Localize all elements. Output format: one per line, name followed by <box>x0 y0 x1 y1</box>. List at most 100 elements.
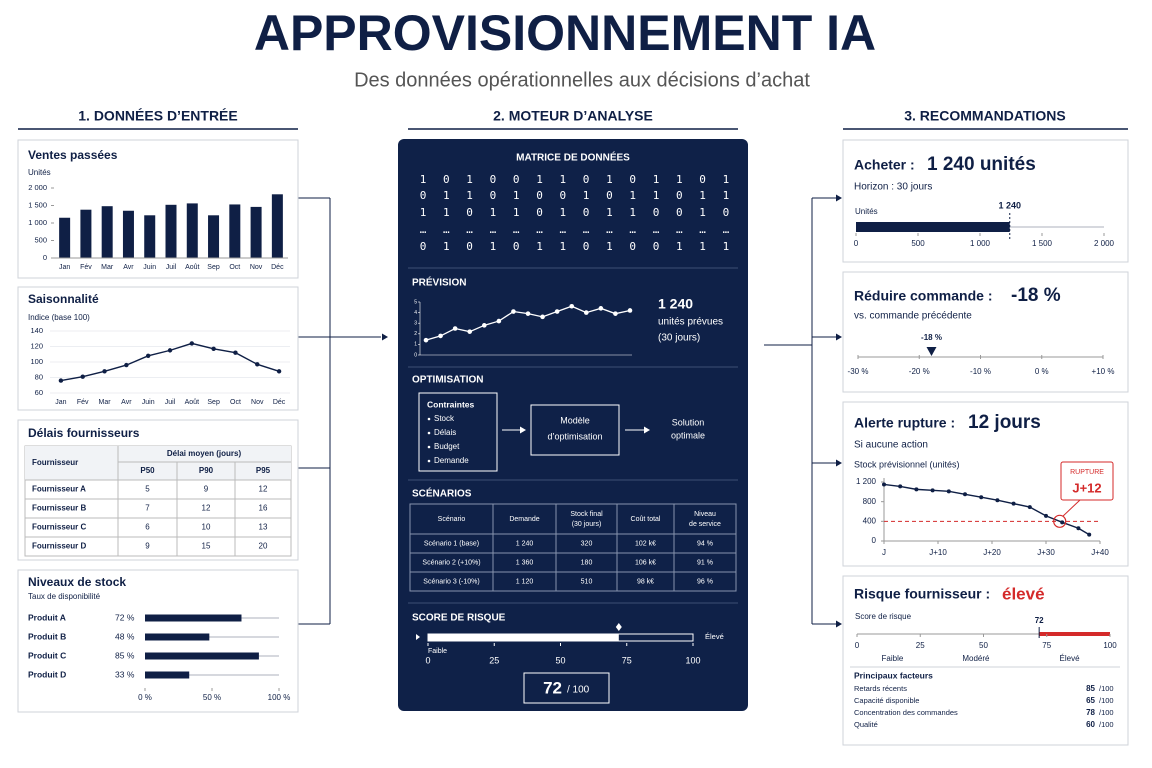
matrix-cell: 0 <box>583 240 590 253</box>
point <box>569 303 575 309</box>
bar <box>271 194 283 258</box>
factor-unit: /100 <box>1099 684 1114 693</box>
cell: Fournisseur B <box>32 504 86 513</box>
section-title: 2. MOTEUR D’ANALYSE <box>493 108 653 124</box>
matrix-cell: 1 <box>653 173 660 186</box>
y-tick-label: 2 000 <box>28 183 47 192</box>
point <box>525 311 531 316</box>
matrix-cell: 1 <box>676 173 683 186</box>
x-tick-label: J+30 <box>1037 548 1055 557</box>
matrix-cell: 1 <box>443 189 450 202</box>
cell: 102 k€ <box>635 540 656 547</box>
point <box>1087 532 1092 537</box>
point <box>613 311 618 316</box>
matrix-cell: … <box>606 223 613 236</box>
factors-title: Principaux facteurs <box>854 670 933 680</box>
matrix-cell: 0 <box>699 173 706 186</box>
value-label: 33 % <box>115 669 135 679</box>
matrix-cell: 0 <box>443 173 450 186</box>
constraint: Stock <box>434 414 455 423</box>
matrix-cell: 0 <box>653 240 660 253</box>
cell: Scénario 1 (base) <box>424 540 479 547</box>
card-title: Réduire commande : <box>854 288 992 304</box>
panel-title: Niveaux de stock <box>28 575 126 589</box>
bullet <box>427 445 431 449</box>
y-tick-label: 2 <box>414 331 417 337</box>
cell: Scénario 3 (-10%) <box>423 578 479 585</box>
point <box>276 369 282 374</box>
cell: 320 <box>581 540 593 547</box>
x-tick-label: 75 <box>1042 641 1051 650</box>
header-cell: Délai moyen (jours) <box>167 449 242 458</box>
x-tick-label: 50 <box>555 655 565 665</box>
cell: 1 240 <box>516 540 534 547</box>
factor-name: Concentration des commandes <box>854 708 958 717</box>
header-cell: Demande <box>509 516 539 523</box>
bullet <box>427 417 431 421</box>
header-cell: Fournisseur <box>32 458 78 467</box>
headline: 1 240 unités <box>927 154 1036 175</box>
x-tick-label: 1 500 <box>1032 239 1053 248</box>
matrix-cell: 1 <box>513 189 520 202</box>
value-label: -18 % <box>921 333 942 342</box>
panel-subtitle: Taux de disponibilité <box>28 592 101 601</box>
factor-value: 60 <box>1086 720 1095 729</box>
box-title: Contraintes <box>427 399 475 409</box>
axis-label: Unités <box>28 168 51 177</box>
matrix-cell: 0 <box>583 206 590 219</box>
point <box>914 487 919 492</box>
x-tick-label: 100 % <box>268 693 291 702</box>
cell: 20 <box>259 542 268 551</box>
y-tick-label: 0 <box>414 352 417 358</box>
matrix-cell: … <box>653 223 660 236</box>
matrix-cell: 1 <box>606 206 613 219</box>
matrix-cell: 1 <box>723 173 730 186</box>
card-subtitle: vs. commande précédente <box>854 311 972 322</box>
matrix-cell: 1 <box>490 206 497 219</box>
matrix-cell: 1 <box>559 206 566 219</box>
bullet <box>427 459 431 463</box>
y-tick-label: 60 <box>35 388 43 397</box>
model-label: Modèle <box>560 415 590 425</box>
x-tick-label: 2 000 <box>1094 239 1115 248</box>
bar <box>80 209 92 258</box>
value-label: 48 % <box>115 631 135 641</box>
point <box>102 369 107 374</box>
section-title: 3. RECOMMANDATIONS <box>904 108 1066 124</box>
block-title: OPTIMISATION <box>412 375 483 386</box>
panel <box>17 419 299 561</box>
callout-label: RUPTURE <box>1070 469 1104 476</box>
cell: 7 <box>145 504 150 513</box>
x-tick-label: J <box>882 548 886 557</box>
panel <box>17 286 299 411</box>
arrow-head <box>382 333 388 341</box>
matrix-cell: 0 <box>583 173 590 186</box>
factor-name: Capacité disponible <box>854 696 919 705</box>
matrix-cell: … <box>443 223 450 236</box>
scale-label: Faible <box>428 648 447 655</box>
matrix-cell: 0 <box>420 189 427 202</box>
factor-unit: /100 <box>1099 708 1114 717</box>
point <box>467 329 473 334</box>
point <box>963 492 967 497</box>
matrix-cell: 1 <box>606 173 613 186</box>
x-tick-label: Déc <box>273 399 286 406</box>
x-tick-label: Mar <box>101 264 114 271</box>
x-tick-label: Mar <box>99 399 112 406</box>
matrix-cell: 0 <box>466 206 473 219</box>
point <box>930 488 935 493</box>
matrix-cell: 0 <box>513 240 520 253</box>
zone-label: Faible <box>882 654 904 663</box>
x-tick-label: 25 <box>489 655 499 665</box>
card-subtitle: Si aucune action <box>854 440 928 451</box>
x-tick-label: Jan <box>55 399 66 406</box>
scale-label: Élevé <box>705 632 724 641</box>
x-tick-label: Jan <box>59 264 70 271</box>
arrow-head <box>836 194 842 202</box>
y-tick-label: 1 500 <box>28 200 47 209</box>
point <box>882 482 886 487</box>
x-tick-label: -20 % <box>909 367 930 376</box>
x-tick-label: Sep <box>207 399 220 406</box>
section-title: 1. DONNÉES D’ENTRÉE <box>78 108 237 124</box>
